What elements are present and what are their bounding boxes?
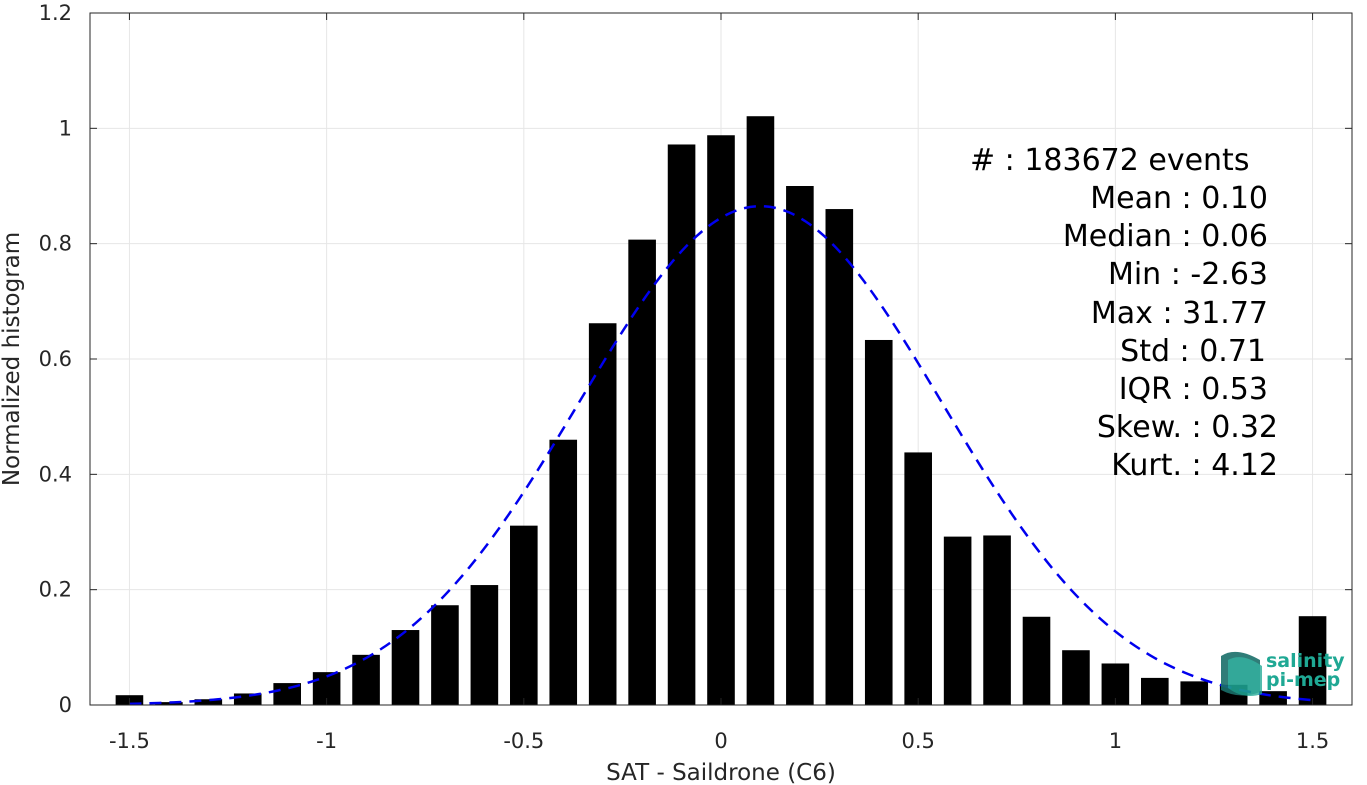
- stat-median: Median : 0.06: [1063, 219, 1268, 254]
- histogram-bar: [707, 135, 735, 706]
- histogram-bar: [1141, 677, 1169, 705]
- salinity-pimep-logo: salinity pi-mep: [1221, 650, 1345, 696]
- x-tick-label: -1: [316, 729, 337, 753]
- histogram-bar: [233, 693, 262, 705]
- y-tick-label: 0: [59, 693, 72, 717]
- histogram-bar: [549, 439, 578, 705]
- stat-min: Min : -2.63: [1108, 257, 1268, 292]
- histogram-bar: [352, 654, 380, 705]
- stat-iqr: IQR : 0.53: [1119, 372, 1268, 407]
- histogram-bar: [1180, 681, 1209, 705]
- stat-std: Std : 0.71: [1120, 334, 1266, 369]
- logo-text-line2: pi-mep: [1266, 669, 1340, 691]
- histogram-bar: [825, 209, 854, 706]
- histogram-bar: [746, 116, 775, 706]
- x-axis-title: SAT - Saildrone (C6): [606, 760, 836, 785]
- axis-ticks: -1.5 -1 -0.5 0 0.5 1 1.5 0 0.2 0.4 0.6 0.8 1 1.2: [39, 1, 1352, 753]
- x-tick-label: -1.5: [109, 729, 150, 753]
- x-tick-label: 0.5: [901, 729, 934, 753]
- stat-skew: Skew. : 0.32: [1097, 410, 1278, 445]
- histogram-bar: [628, 239, 656, 705]
- histogram-bars: [115, 116, 1327, 706]
- histogram-bar: [273, 683, 301, 705]
- stats-annotation: # : 183672 events Mean : 0.10 Median : 0…: [970, 143, 1278, 483]
- histogram-bar: [510, 525, 538, 705]
- y-tick-label: 0.8: [39, 232, 72, 256]
- histogram-bar: [588, 323, 617, 705]
- histogram-bar: [943, 536, 972, 705]
- x-tick-label: 0: [714, 729, 727, 753]
- histogram-bar: [391, 630, 420, 705]
- gaussian-fit-curve: [129, 204, 1313, 706]
- histogram-bar: [1022, 616, 1051, 705]
- histogram-bar: [194, 699, 223, 705]
- histogram-bar: [667, 144, 696, 706]
- stat-max: Max : 31.77: [1091, 296, 1268, 331]
- stat-events: # : 183672 events: [970, 143, 1249, 178]
- x-tick-label: 1.5: [1296, 729, 1329, 753]
- x-tick-label: -0.5: [503, 729, 544, 753]
- stat-kurt: Kurt. : 4.12: [1111, 448, 1278, 483]
- y-tick-label: 0.4: [39, 462, 72, 486]
- wave-logo-icon: [1221, 651, 1262, 696]
- x-tick-label: 1: [1109, 729, 1122, 753]
- y-tick-label: 1: [59, 116, 72, 140]
- histogram-bar: [864, 339, 893, 705]
- histogram-bar: [786, 186, 814, 705]
- histogram-bar: [155, 702, 183, 705]
- y-tick-label: 0.6: [39, 347, 72, 371]
- stat-mean: Mean : 0.10: [1090, 181, 1268, 216]
- logo-text-line1: salinity: [1266, 650, 1345, 672]
- histogram-bar: [431, 605, 459, 705]
- histogram-bar: [470, 585, 499, 705]
- histogram-bar: [1062, 650, 1090, 705]
- y-tick-label: 1.2: [39, 1, 72, 25]
- y-tick-label: 0.2: [39, 578, 72, 602]
- histogram-bar: [1298, 616, 1327, 705]
- histogram-bar: [983, 535, 1011, 705]
- histogram-bar: [904, 452, 932, 705]
- y-axis-title: Normalized histogram: [0, 232, 25, 486]
